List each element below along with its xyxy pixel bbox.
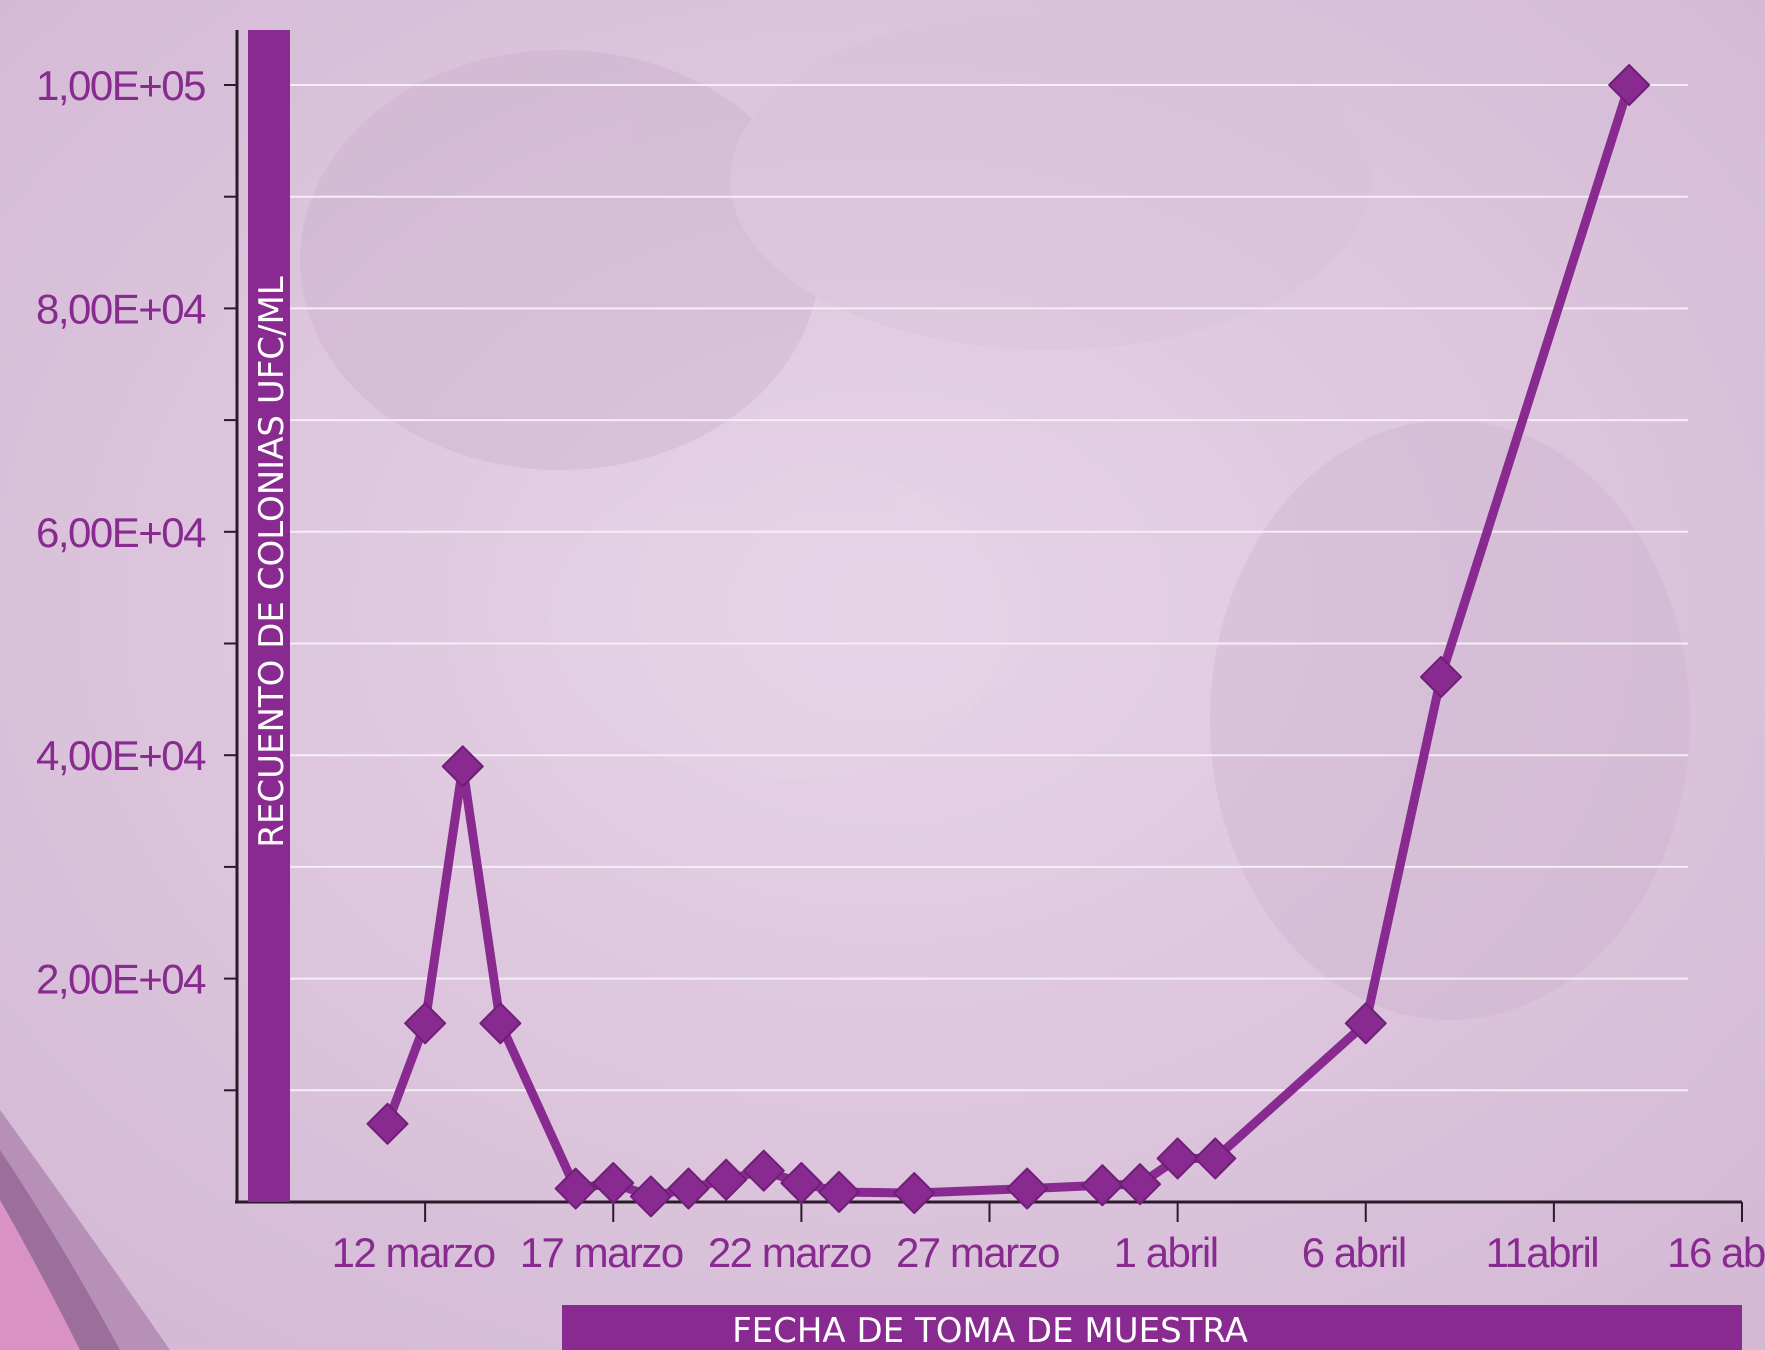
data-point-marker	[1081, 1164, 1124, 1207]
data-point-marker	[629, 1175, 672, 1218]
tick-labels: 2,00E+04 4,00E+04 6,00E+04 8,00E+04 1,00E+05…	[36, 62, 1765, 1276]
data-point-marker	[366, 1102, 409, 1145]
data-point-marker	[818, 1170, 860, 1213]
data-point-marker	[1344, 1002, 1387, 1045]
y-tick-label: 2,00E+04	[36, 956, 206, 1003]
axes	[224, 30, 1743, 1222]
data-point-marker	[893, 1172, 936, 1215]
y-tick-label: 6,00E+04	[36, 509, 206, 556]
data-point-marker	[479, 1002, 522, 1045]
data-series	[366, 64, 1651, 1218]
data-point-marker	[404, 1002, 447, 1045]
data-point-marker	[705, 1158, 748, 1201]
x-tick-label: 22 marzo	[708, 1229, 871, 1276]
x-tick-label: 1 abril	[1114, 1229, 1218, 1276]
x-tick-label: 11abril	[1486, 1229, 1598, 1276]
data-point-marker	[1156, 1137, 1199, 1180]
y-tick-label: 8,00E+04	[36, 285, 206, 332]
background-decoration	[300, 10, 1690, 1020]
x-tick-label: 16 abril	[1667, 1229, 1765, 1276]
data-point-marker	[667, 1167, 710, 1210]
x-axis-title-band	[562, 1305, 1742, 1350]
gridlines	[290, 84, 1688, 1092]
data-point-marker	[1006, 1167, 1049, 1210]
y-axis-title-band	[248, 30, 290, 1202]
data-point-marker	[1119, 1163, 1161, 1206]
data-point-marker	[1608, 64, 1651, 106]
data-point-marker	[780, 1162, 823, 1205]
data-point-marker	[742, 1149, 785, 1192]
x-tick-label: 6 abril	[1302, 1229, 1406, 1276]
data-point-marker	[1420, 656, 1462, 699]
x-tick-label: 27 marzo	[896, 1229, 1059, 1276]
y-tick-label: 4,00E+04	[36, 732, 206, 779]
data-point-marker	[441, 745, 484, 788]
y-axis-title: RECUENTO DE COLONIAS UFC/ML	[252, 276, 292, 848]
corner-decoration	[0, 1110, 170, 1350]
y-tick-label: 1,00E+05	[36, 62, 205, 109]
x-tick-label: 17 marzo	[520, 1229, 683, 1276]
data-point-marker	[554, 1167, 597, 1210]
x-axis-title: FECHA DE TOMA DE MUESTRA	[732, 1311, 1248, 1350]
data-point-marker	[1194, 1137, 1237, 1180]
x-tick-label: 12 marzo	[332, 1229, 495, 1276]
data-point-marker	[592, 1162, 635, 1205]
